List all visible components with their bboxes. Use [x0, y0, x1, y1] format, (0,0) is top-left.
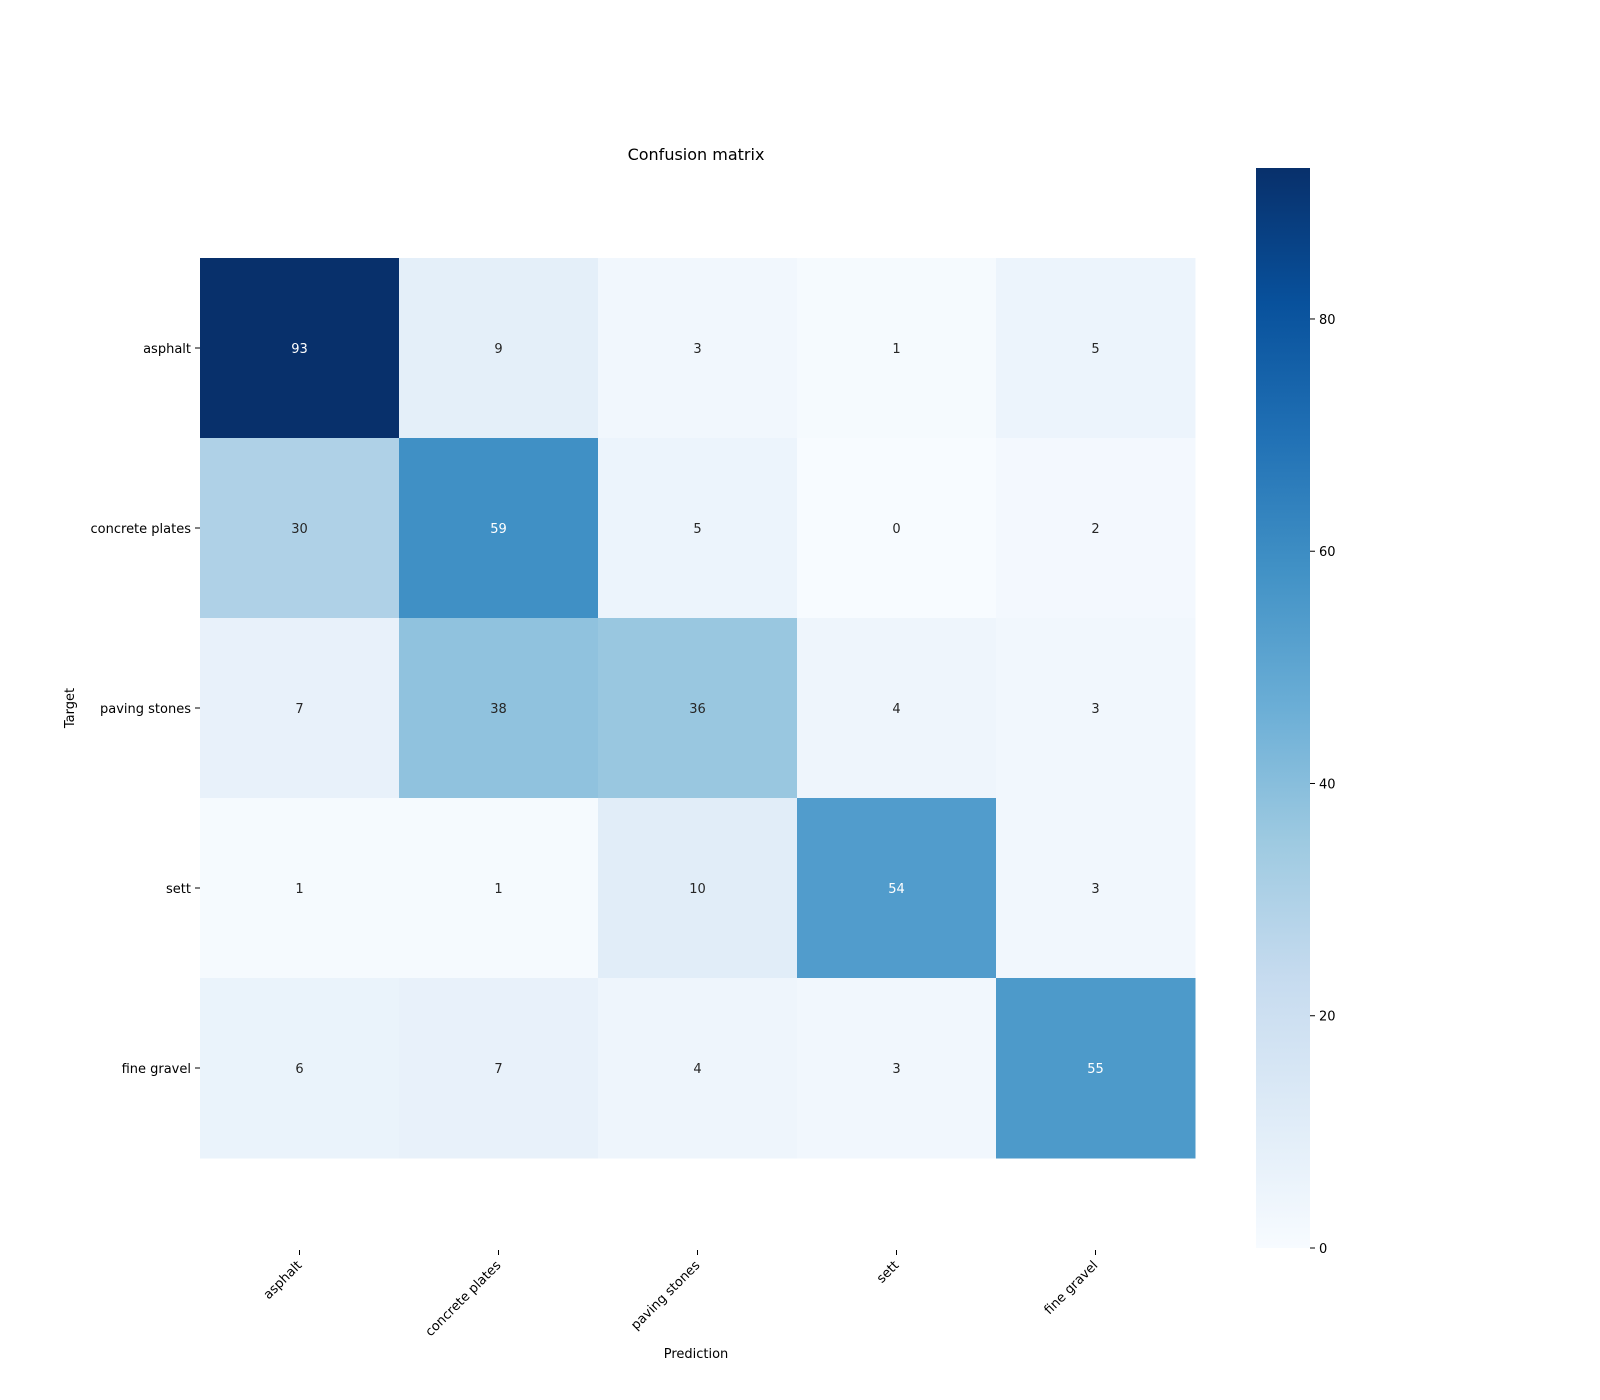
- x-tick-label: sett: [874, 1258, 902, 1286]
- heatmap-cell: [797, 438, 997, 619]
- cell-value-label: 5: [1091, 342, 1099, 357]
- cell-value-label: 0: [892, 522, 900, 537]
- cell-value-label: 7: [295, 702, 303, 717]
- cell-value-label: 1: [494, 882, 502, 897]
- cell-value-label: 55: [1087, 1062, 1104, 1077]
- cell-value-label: 4: [693, 1062, 701, 1077]
- heatmap-cell: [797, 258, 997, 439]
- cell-value-label: 3: [1091, 882, 1099, 897]
- cell-value-label: 30: [291, 522, 308, 537]
- cell-value-label: 5: [693, 522, 701, 537]
- cell-value-label: 3: [1091, 702, 1099, 717]
- cell-value-label: 1: [892, 342, 900, 357]
- heatmap-cell: [200, 438, 400, 619]
- heatmap-cell: [200, 978, 400, 1159]
- cell-value-label: 1: [295, 882, 303, 897]
- cell-value-label: 6: [295, 1062, 303, 1077]
- chart-title: Confusion matrix: [628, 145, 765, 164]
- cell-value-label: 38: [490, 702, 507, 717]
- y-tick-label: paving stones: [100, 702, 191, 717]
- y-tick-label: sett: [166, 882, 191, 897]
- cell-value-label: 3: [693, 342, 701, 357]
- y-tick-label: concrete plates: [91, 522, 192, 537]
- heatmap-cell: [200, 798, 400, 979]
- cell-value-label: 93: [291, 342, 308, 357]
- cell-value-label: 36: [689, 702, 706, 717]
- heatmap-cells: [200, 258, 1196, 1159]
- heatmap-cell: [399, 618, 599, 799]
- x-axis-label: Prediction: [664, 1347, 729, 1362]
- y-tick-label: asphalt: [143, 342, 191, 357]
- heatmap-cell: [996, 618, 1196, 799]
- cell-value-label: 9: [494, 342, 502, 357]
- heatmap-cell: [996, 438, 1196, 619]
- x-axis-ticks: asphalt concrete plates paving stones sett f…: [261, 1250, 1101, 1340]
- heatmap-cell: [797, 798, 997, 979]
- heatmap-cell: [200, 258, 400, 439]
- heatmap-cell: [598, 618, 798, 799]
- cell-value-label: 4: [892, 702, 900, 717]
- colorbar-tick-label: 40: [1319, 777, 1336, 792]
- heatmap-cell: [598, 258, 798, 439]
- cell-value-label: 54: [888, 882, 905, 897]
- cell-value-label: 3: [892, 1062, 900, 1077]
- heatmap-cell: [996, 978, 1196, 1159]
- colorbar-tick-label: 80: [1319, 313, 1336, 328]
- heatmap-cell: [797, 978, 997, 1159]
- heatmap-cell: [399, 258, 599, 439]
- cell-value-label: 7: [494, 1062, 502, 1077]
- cell-value-label: 10: [689, 882, 706, 897]
- heatmap-cell: [598, 438, 798, 619]
- colorbar-tick-label: 0: [1319, 1242, 1327, 1257]
- cell-value-label: 2: [1091, 522, 1099, 537]
- y-axis-label: Target: [63, 688, 78, 729]
- y-tick-label: fine gravel: [122, 1062, 191, 1077]
- colorbar-tick-label: 20: [1319, 1010, 1336, 1025]
- heatmap-cell: [996, 258, 1196, 439]
- colorbar-ticks: 0 20 40 60 80: [1310, 313, 1336, 1257]
- cell-value-label: 59: [490, 522, 507, 537]
- heatmap-cell: [598, 978, 798, 1159]
- heatmap-cell: [399, 438, 599, 619]
- heatmap-cell: [996, 798, 1196, 979]
- colorbar-tick-label: 60: [1319, 545, 1336, 560]
- heatmap-cell-labels: 93 9 3 1 530 59 5 0 27 38 36 4 31 1 10 54 36 7 4 3 55: [291, 342, 1104, 1077]
- heatmap-cell: [200, 618, 400, 799]
- colorbar: [1256, 168, 1310, 1248]
- heatmap-cell: [797, 618, 997, 799]
- x-tick-label: fine gravel: [1042, 1258, 1102, 1318]
- x-tick-label: paving stones: [628, 1258, 703, 1333]
- y-axis-ticks: asphalt concrete plates paving stones sett f…: [91, 342, 200, 1077]
- x-tick-label: concrete plates: [423, 1258, 505, 1340]
- heatmap-cell: [399, 798, 599, 979]
- x-tick-label: asphalt: [261, 1258, 305, 1302]
- heatmap-cell: [598, 798, 798, 979]
- heatmap-cell: [399, 978, 599, 1159]
